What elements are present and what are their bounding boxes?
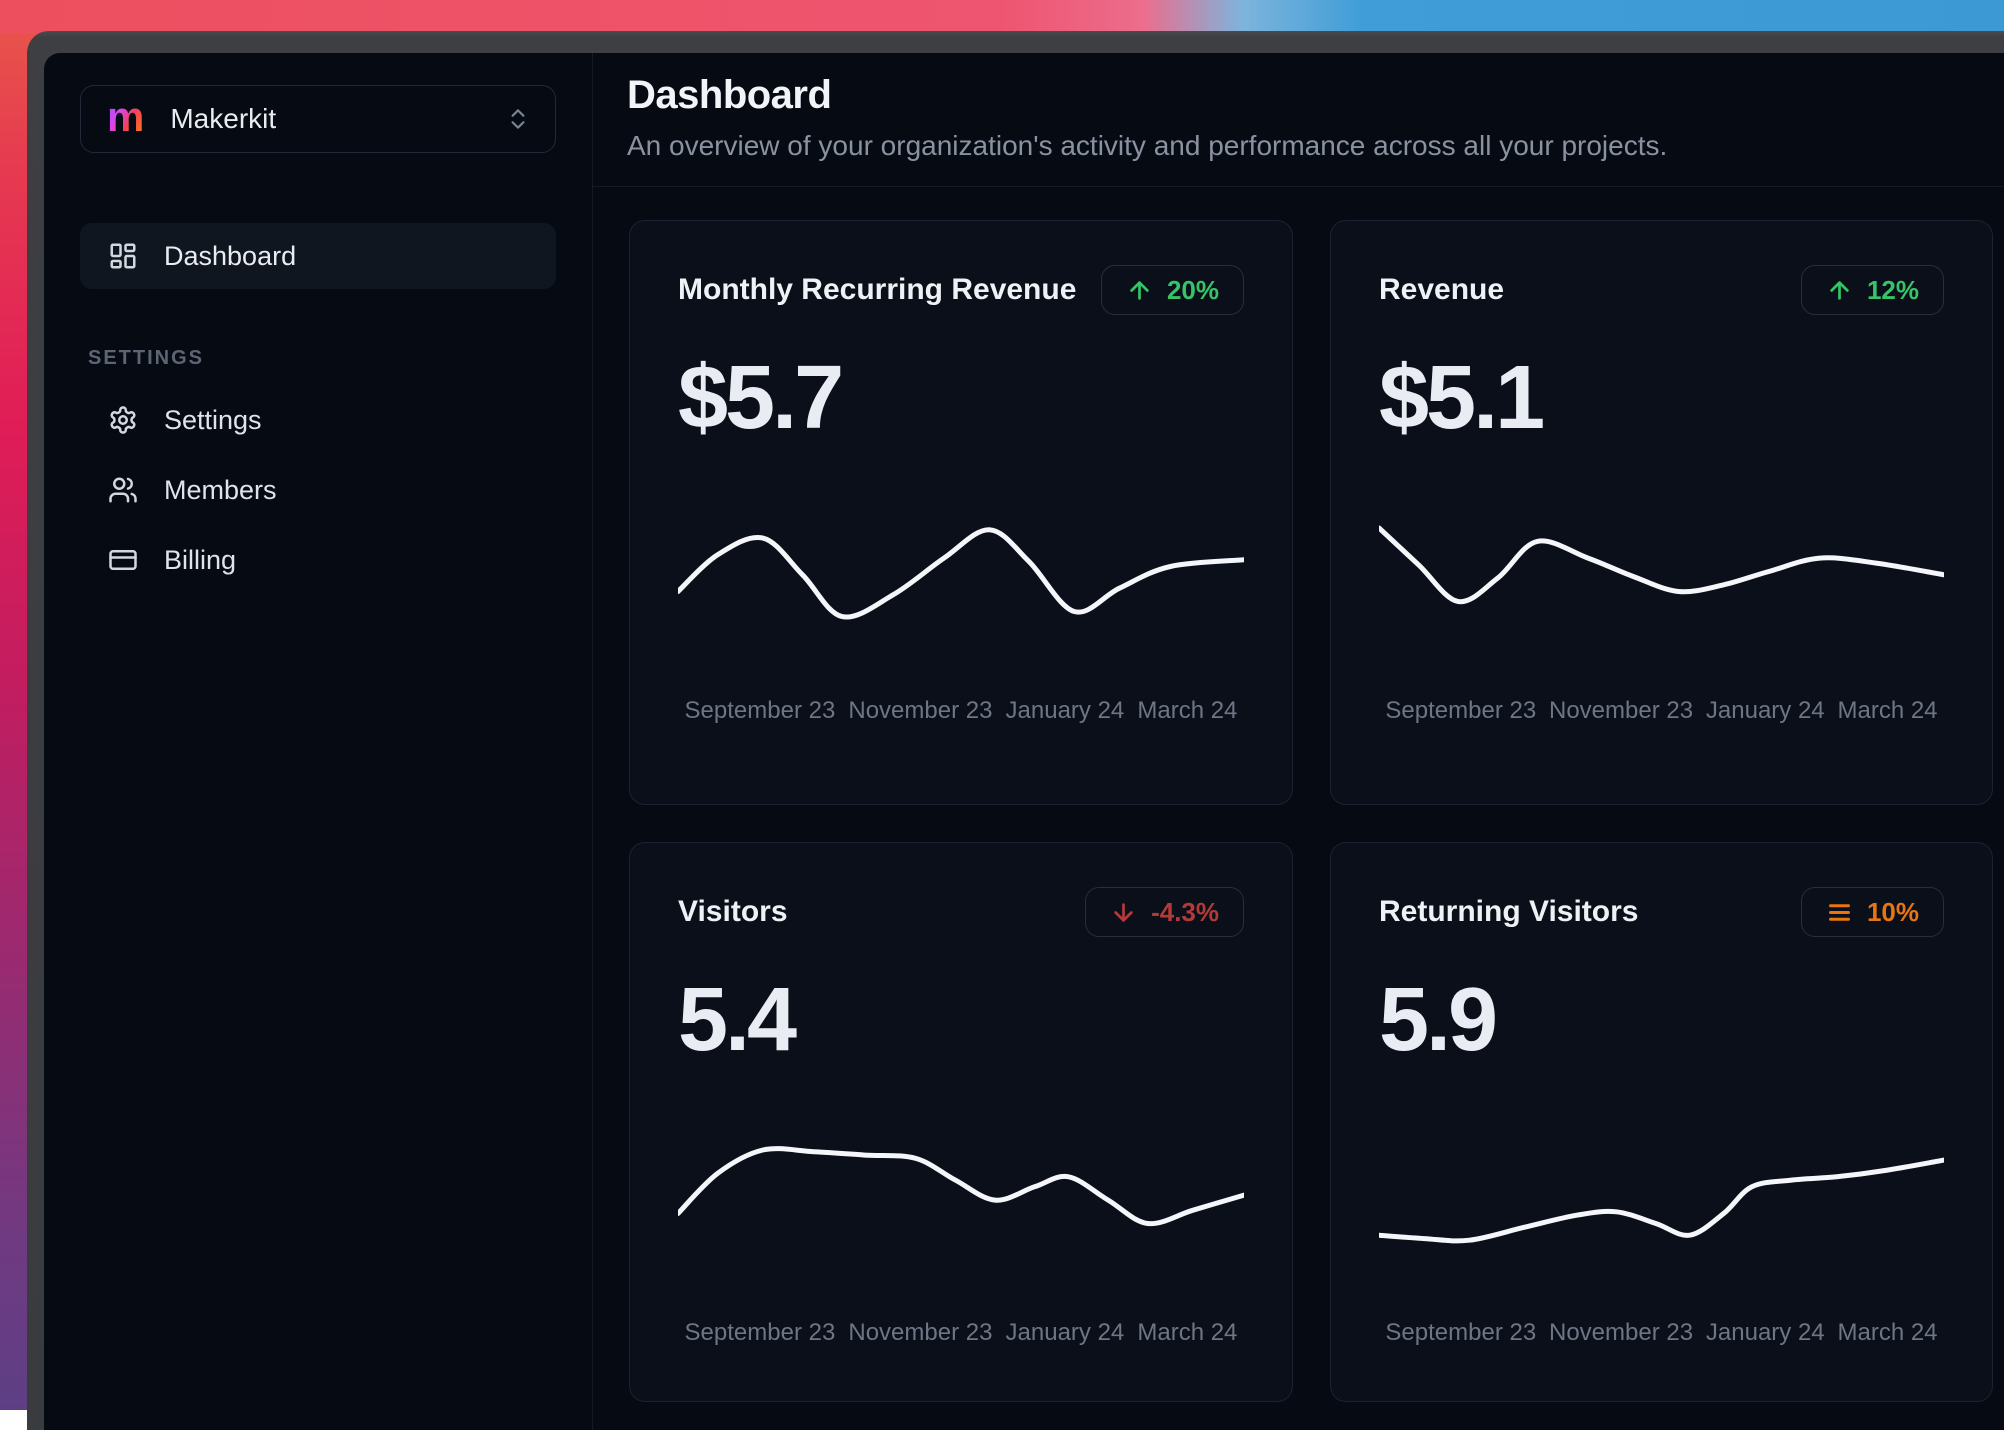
sidebar-item-members[interactable]: Members [80,462,556,518]
users-icon [108,475,138,505]
desktop-wallpaper-top [0,0,2004,34]
sidebar-item-label: Dashboard [164,241,296,272]
x-axis-labels: September 23 November 23 January 24 March 2… [1379,1319,1944,1347]
x-axis-label: January 24 [1706,1319,1825,1347]
trend-value: -4.3% [1151,897,1219,928]
x-axis-label: September 23 [1385,1319,1536,1347]
x-axis-label: November 23 [1549,697,1693,725]
x-axis-label: January 24 [1006,697,1125,725]
x-axis-label: March 24 [1137,697,1237,725]
trend-badge: 20% [1101,265,1244,315]
stats-grid: Monthly Recurring Revenue 20% $5.7 Septe… [629,220,2004,1402]
sparkline-chart [678,1126,1244,1301]
layout-dashboard-icon [108,241,138,271]
card-revenue: Revenue 12% $5.1 September 23 November 23… [1330,220,1993,805]
x-axis-label: November 23 [848,697,992,725]
trend-value: 12% [1867,275,1919,306]
x-axis-label: September 23 [1385,697,1536,725]
app-content: m Makerkit Dashboard SETTINGS Settings M… [44,53,2004,1430]
page-title: Dashboard [627,73,1988,118]
sparkline-chart [1379,504,1944,679]
sidebar-item-label: Members [164,475,277,506]
x-axis-label: November 23 [1549,1319,1693,1347]
card-visitors: Visitors -4.3% 5.4 September 23 November … [629,842,1293,1402]
x-axis-label: September 23 [685,697,836,725]
sidebar: m Makerkit Dashboard SETTINGS Settings M… [44,53,593,1430]
workspace-name: Makerkit [170,103,505,135]
trend-badge: 12% [1801,265,1944,315]
stat-value: 5.9 [1379,973,1944,1068]
sidebar-section-label: SETTINGS [88,347,556,370]
page-subtitle: An overview of your organization's activ… [627,130,1988,162]
arrow-up-icon [1126,277,1153,304]
makerkit-logo: m [107,96,144,138]
page-header: Dashboard An overview of your organizati… [593,73,2004,162]
x-axis-label: March 24 [1837,697,1937,725]
sidebar-item-dashboard[interactable]: Dashboard [80,223,556,289]
card-returning-visitors: Returning Visitors 10% 5.9 September 23 N… [1330,842,1993,1402]
x-axis-labels: September 23 November 23 January 24 March 2… [678,697,1244,725]
chevrons-up-down-icon [505,106,531,132]
card-title: Returning Visitors [1379,895,1638,929]
trend-value: 20% [1167,275,1219,306]
arrow-up-icon [1826,277,1853,304]
stat-value: 5.4 [678,973,1244,1068]
stat-value: $5.1 [1379,351,1944,446]
x-axis-label: March 24 [1837,1319,1937,1347]
x-axis-labels: September 23 November 23 January 24 March 2… [1379,697,1944,725]
app-window: m Makerkit Dashboard SETTINGS Settings M… [27,31,2004,1430]
main-content: Dashboard An overview of your organizati… [593,53,2004,1430]
trend-badge: 10% [1801,887,1944,937]
credit-card-icon [108,545,138,575]
sidebar-item-billing[interactable]: Billing [80,532,556,588]
x-axis-label: March 24 [1137,1319,1237,1347]
x-axis-label: January 24 [1706,697,1825,725]
sidebar-nav: Dashboard SETTINGS Settings Members Bill… [80,153,556,588]
stat-value: $5.7 [678,351,1244,446]
sidebar-item-label: Settings [164,405,262,436]
sparkline-chart [1379,1126,1944,1301]
sidebar-item-settings[interactable]: Settings [80,392,556,448]
trend-value: 10% [1867,897,1919,928]
x-axis-label: September 23 [685,1319,836,1347]
card-title: Monthly Recurring Revenue [678,273,1076,307]
x-axis-labels: September 23 November 23 January 24 March 2… [678,1319,1244,1347]
x-axis-label: January 24 [1006,1319,1125,1347]
arrow-down-icon [1110,899,1137,926]
x-axis-label: November 23 [848,1319,992,1347]
menu-icon [1826,899,1853,926]
gear-icon [108,405,138,435]
card-title: Visitors [678,895,788,929]
trend-badge: -4.3% [1085,887,1244,937]
card-title: Revenue [1379,273,1504,307]
card-monthly-recurring-revenue: Monthly Recurring Revenue 20% $5.7 Septe… [629,220,1293,805]
sparkline-chart [678,504,1244,679]
workspace-selector[interactable]: m Makerkit [80,85,556,153]
sidebar-item-label: Billing [164,545,236,576]
header-divider [593,186,2004,187]
